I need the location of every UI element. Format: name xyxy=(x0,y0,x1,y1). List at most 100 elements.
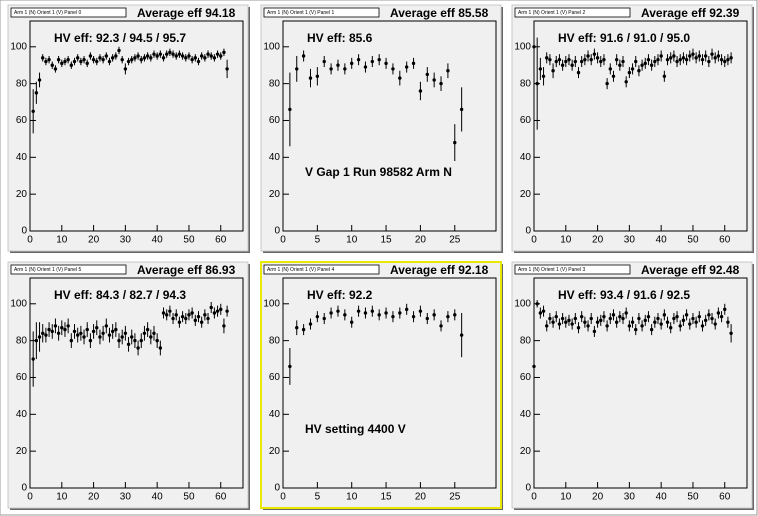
data-point xyxy=(425,316,429,321)
data-point xyxy=(120,335,124,339)
x-tick-label: 10 xyxy=(346,235,358,246)
data-point xyxy=(589,316,593,321)
title-box xyxy=(10,7,127,18)
data-point xyxy=(63,327,67,332)
title-box xyxy=(514,264,631,275)
data-point xyxy=(630,320,635,324)
data-point xyxy=(576,70,581,75)
x-tick-label: 40 xyxy=(152,235,164,246)
y-tick-label: 40 xyxy=(16,152,28,163)
data-point xyxy=(432,78,436,82)
y-tick-label: 80 xyxy=(16,78,28,89)
data-point xyxy=(66,324,70,328)
data-point xyxy=(133,56,137,60)
title-box xyxy=(263,264,380,275)
data-point xyxy=(60,326,64,330)
data-point xyxy=(82,335,86,339)
data-point xyxy=(703,54,708,58)
y-tick-label: 0 xyxy=(21,226,27,237)
data-point xyxy=(669,326,673,330)
data-point xyxy=(301,54,306,58)
data-point xyxy=(91,57,96,62)
data-point xyxy=(404,65,409,69)
y-tick-label: 40 xyxy=(269,152,281,163)
data-point xyxy=(95,326,99,330)
data-point xyxy=(672,54,676,58)
data-point xyxy=(107,59,112,64)
y-tick-label: 60 xyxy=(269,115,281,126)
y-tick-label: 100 xyxy=(10,41,27,52)
data-point xyxy=(726,320,730,324)
data-point xyxy=(545,56,549,60)
data-point xyxy=(288,107,292,112)
data-point xyxy=(653,320,657,324)
data-point xyxy=(646,314,651,319)
data-point xyxy=(209,305,213,310)
data-point xyxy=(551,69,555,73)
y-tick-label: 20 xyxy=(269,189,281,200)
x-tick-label: 60 xyxy=(215,492,227,503)
pad-title: Arm 1 (N) Orient 1 (V) Panel 1 xyxy=(267,10,334,16)
data-point xyxy=(723,59,727,64)
data-point xyxy=(155,338,159,343)
x-tick-label: 5 xyxy=(315,492,321,503)
data-point xyxy=(662,74,667,78)
x-tick-label: 20 xyxy=(415,492,427,503)
data-point xyxy=(618,63,622,67)
title-box xyxy=(10,264,127,275)
data-point xyxy=(370,59,375,64)
data-point xyxy=(425,72,429,77)
data-point xyxy=(669,56,673,60)
y-tick-label: 20 xyxy=(16,189,28,200)
x-tick-label: 0 xyxy=(531,235,537,246)
data-point xyxy=(532,364,536,369)
data-point xyxy=(158,346,163,350)
data-point xyxy=(640,324,644,328)
x-tick-label: 50 xyxy=(687,235,699,246)
data-point xyxy=(88,338,93,343)
data-point xyxy=(308,76,313,80)
data-point xyxy=(225,67,229,71)
data-point xyxy=(136,346,140,350)
data-point xyxy=(34,91,39,95)
data-point xyxy=(576,326,581,330)
data-point xyxy=(75,333,80,337)
data-point xyxy=(199,320,204,324)
data-point xyxy=(627,70,632,75)
pad-title: Arm 1 (N) Orient 1 (V) Panel 4 xyxy=(267,267,334,273)
data-point xyxy=(110,56,115,60)
data-point xyxy=(356,309,361,313)
data-point xyxy=(225,309,229,313)
data-point xyxy=(665,57,670,62)
x-tick-label: 20 xyxy=(592,492,604,503)
y-tick-label: 100 xyxy=(514,298,531,309)
data-point xyxy=(222,50,226,55)
data-point xyxy=(691,316,695,321)
data-point xyxy=(672,316,676,321)
data-point xyxy=(541,309,546,313)
x-tick-label: 25 xyxy=(449,492,461,503)
data-point xyxy=(723,307,727,312)
x-tick-label: 40 xyxy=(152,492,164,503)
annotation: HV setting 4400 V xyxy=(305,422,406,436)
data-point xyxy=(681,56,686,60)
x-tick-label: 0 xyxy=(27,492,33,503)
data-point xyxy=(315,74,320,78)
data-point xyxy=(34,338,39,343)
data-point xyxy=(564,320,568,324)
data-point xyxy=(662,313,667,317)
x-tick-label: 50 xyxy=(687,492,699,503)
data-point xyxy=(621,59,625,64)
data-point xyxy=(168,50,172,55)
data-point xyxy=(95,59,99,64)
data-point xyxy=(726,57,730,62)
data-point xyxy=(446,69,450,73)
data-point xyxy=(215,52,220,56)
data-point xyxy=(88,54,93,58)
data-point xyxy=(126,59,131,64)
data-point xyxy=(98,56,102,60)
data-point xyxy=(630,67,635,71)
data-point xyxy=(212,311,217,315)
data-point xyxy=(190,57,194,62)
data-point xyxy=(206,52,210,56)
